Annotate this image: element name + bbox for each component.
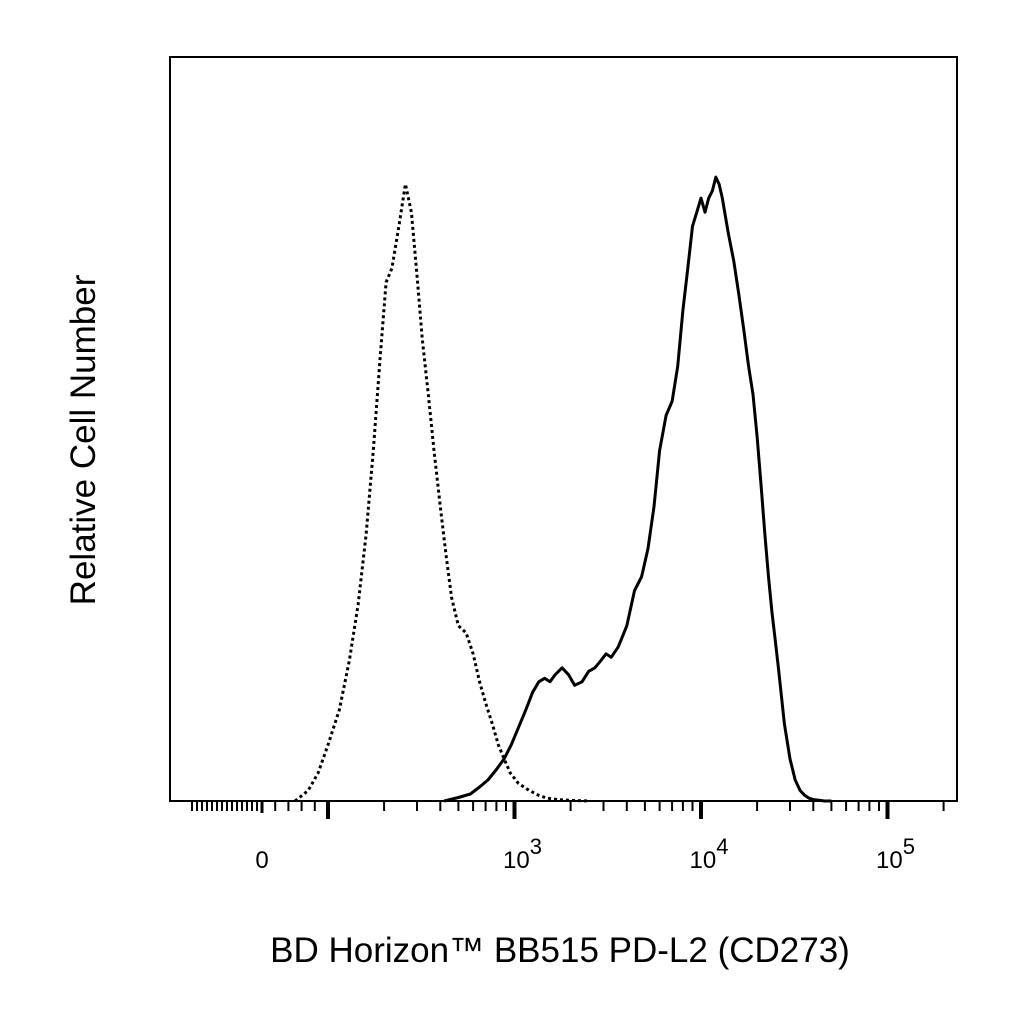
x-tick-label-base: 0: [255, 847, 268, 874]
x-tick-label: 103: [503, 834, 542, 874]
control-histogram-line: [294, 182, 589, 803]
x-tick-label-exponent: 4: [716, 834, 728, 859]
x-tick-label-exponent: 3: [530, 834, 542, 859]
series-layer: [294, 175, 832, 803]
x-tick-label: 105: [876, 834, 915, 874]
stained-histogram-line: [443, 175, 832, 803]
plot-frame: [169, 56, 958, 802]
x-tick-label-base: 10: [876, 847, 903, 874]
x-axis-ticks: [191, 801, 945, 819]
x-tick-label-base: 10: [690, 847, 717, 874]
x-tick-label-exponent: 5: [903, 834, 915, 859]
x-tick-label-base: 10: [503, 847, 530, 874]
x-tick-label: 0: [255, 847, 268, 874]
x-axis-label: BD Horizon™ BB515 PD-L2 (CD273): [270, 931, 850, 970]
x-tick-label: 104: [690, 834, 729, 874]
y-axis-label: Relative Cell Number: [64, 274, 103, 605]
